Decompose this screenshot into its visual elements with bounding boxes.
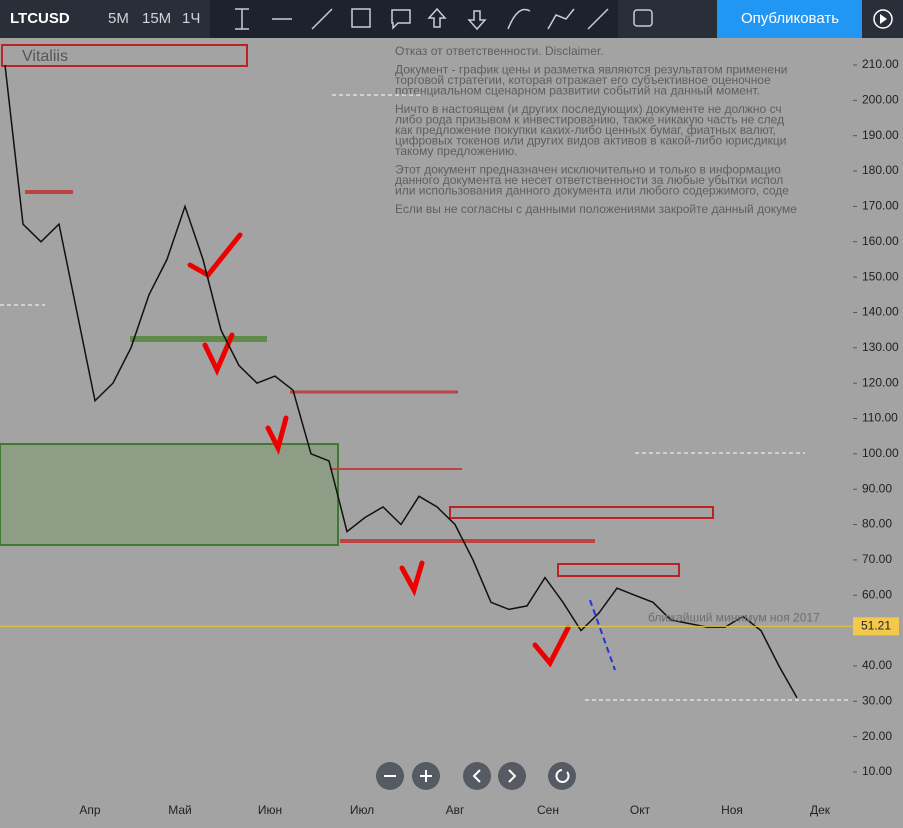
tool-icons [235,7,653,31]
x-tick-label: Май [168,803,192,817]
x-tick-label: Окт [630,803,651,817]
interval-button[interactable]: 1Ч [182,10,200,27]
y-tick-label: 130.00 [862,340,899,354]
disclaimer: Отказ от ответственности. Disclaimer. Док… [395,44,797,216]
interval-button[interactable]: 15M [142,10,171,27]
y-tick-label: 80.00 [862,517,892,531]
drawing-tools[interactable] [210,0,618,38]
watermark: Vitaliis [22,48,68,65]
y-tick-label: 40.00 [862,658,892,672]
y-tick-label: 160.00 [862,234,899,248]
disclaimer-line: торговой стратегии, которая отражает его… [395,73,771,87]
y-tick-label: 200.00 [862,93,899,107]
disclaimer-line: данного документа не несет ответственнос… [395,173,783,187]
y-tick-label: 30.00 [862,693,892,707]
x-tick-label: Авг [446,803,465,817]
annotation: ближайший минимум ноя 2017 [648,610,820,624]
y-tick-label: 10.00 [862,764,892,778]
check-mark [265,415,289,456]
disclaimer-line: как предложение покупки каких-либо ценны… [395,123,776,137]
symbol[interactable]: LTCUSD [10,10,70,27]
disclaimer-line: Если вы не согласны с данными положениям… [395,202,797,216]
y-tick-label: 190.00 [862,128,899,142]
y-tick-label: 70.00 [862,552,892,566]
zone [449,506,714,519]
x-tick-label: Дек [810,803,831,817]
y-tick-label: 150.00 [862,269,899,283]
arrow [589,599,616,671]
y-tick-label: 120.00 [862,375,899,389]
nav-buttons [376,762,576,790]
check-mark [399,560,425,597]
price-label: 51.21 [861,618,891,632]
y-tick-label: 180.00 [862,163,899,177]
y-tick-label: 170.00 [862,199,899,213]
check-mark [532,625,571,668]
check-mark [202,332,235,377]
check-mark [187,232,243,279]
play-button[interactable] [873,9,893,29]
disclaimer-line: Документ - график цены и разметка являют… [395,63,787,77]
play-icon [880,14,887,24]
disclaimer-line: такому предложению. [395,144,517,158]
disclaimer-line: или использования данного документа или … [395,184,789,198]
interval-button[interactable]: 5M [108,10,129,27]
price-series [4,64,798,699]
drawings: ближайший минимум ноя 2017 [0,44,853,701]
scroll-left[interactable] [463,762,491,790]
disclaimer-line: Этот документ предназначен исключительно… [395,163,781,177]
scroll-right[interactable] [498,762,526,790]
zone [130,336,267,342]
disclaimer-line: либо рода призывом к инвестированию, так… [395,113,784,127]
disclaimer-line: Ничто в настоящем (и других последующих)… [395,102,782,116]
y-tick-label: 90.00 [862,481,892,495]
x-tick-label: Июл [350,803,374,817]
publish-label[interactable]: Опубликовать [741,10,839,27]
zone [1,44,248,67]
y-tick-label: 20.00 [862,729,892,743]
zone [0,443,339,546]
disclaimer-line: потенциальном сценарном развитии событий… [395,84,760,98]
x-tick-label: Июн [258,803,282,817]
x-tick-label: Ноя [721,803,743,817]
disclaimer-line: Отказ от ответственности. Disclaimer. [395,44,604,58]
price-axis [853,38,903,800]
y-tick-label: 60.00 [862,587,892,601]
disclaimer-line: цифровых токенов или других видов активо… [395,134,786,148]
y-tick-label: 140.00 [862,305,899,319]
zone [557,563,680,577]
reset[interactable] [548,762,576,790]
y-tick-label: 110.00 [862,411,898,425]
y-tick-label: 210.00 [862,57,899,71]
x-tick-label: Апр [79,803,101,817]
y-tick-label: 100.00 [862,446,899,460]
price-label-bg [853,617,899,636]
x-tick-label: Сен [537,803,559,817]
publish-button[interactable] [717,0,862,38]
